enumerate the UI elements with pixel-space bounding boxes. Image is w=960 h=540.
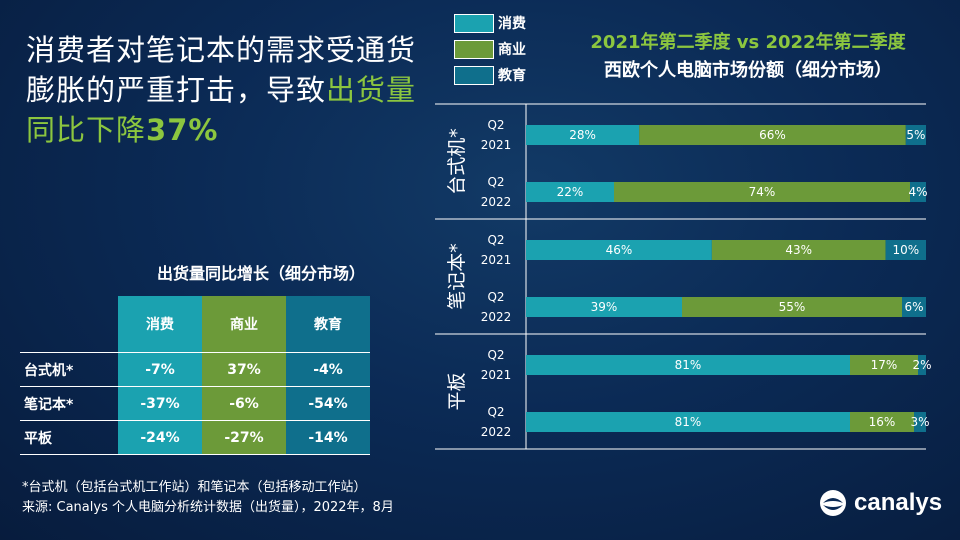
legend-label: 消费 [498, 16, 526, 32]
brand-name: canalys [854, 489, 943, 516]
growth-col-commercial: 商业 [202, 296, 286, 353]
chart-data-label: 28% [569, 128, 596, 142]
chart-group-label: 台式机* [446, 128, 468, 195]
chart-bar-segment [526, 412, 850, 432]
chart-bar-segment [639, 125, 906, 145]
chart-bar-segment [526, 125, 640, 145]
legend-item-consumer: 消费 [454, 10, 526, 36]
headline-highlight-percent: 37% [146, 113, 219, 147]
chart-period-label: Q2 [487, 118, 504, 132]
chart-data-label: 81% [675, 358, 702, 372]
chart-bar-segment [910, 182, 926, 202]
footnote: *台式机（包括台式机工作站）和笔记本（包括移动工作站） 来源: Canalys … [22, 478, 394, 518]
chart-period-label: 2022 [481, 195, 512, 209]
growth-cell: -14% [286, 420, 370, 455]
growth-row-notebook: 笔记本* -37% -6% -54% [20, 386, 370, 421]
chart-period-label: Q2 [487, 233, 504, 247]
chart-bar-segment [526, 297, 682, 317]
chart-title: 西欧个人电脑市场份额（细分市场） [604, 60, 892, 81]
growth-col-education: 教育 [286, 296, 370, 353]
chart-bar-segment [902, 297, 926, 317]
chart-group-label: 笔记本* [446, 243, 468, 310]
growth-cell: -7% [118, 352, 202, 387]
chart-subtitle: 2021年第二季度 vs 2022年第二季度 [590, 32, 906, 53]
footnote-definition: *台式机（包括台式机工作站）和笔记本（包括移动工作站） [22, 480, 367, 495]
chart-data-label: 22% [557, 185, 584, 199]
chart-bar-segment [914, 412, 926, 432]
chart-bar-segment [711, 240, 886, 260]
chart-data-label: 16% [869, 415, 896, 429]
chart-legend: 消费 商业 教育 [454, 10, 526, 88]
chart-bar-segment [905, 125, 926, 145]
chart-period-label: Q2 [487, 348, 504, 362]
chart-bar-segment [682, 297, 902, 317]
canalys-logo-icon [820, 490, 846, 516]
chart-data-label: 3% [910, 415, 929, 429]
footnote-source: 来源: Canalys 个人电脑分析统计数据（出货量），2022年，8月 [22, 500, 394, 515]
chart-data-label: 55% [779, 300, 806, 314]
growth-cell: -6% [202, 386, 286, 421]
legend-item-commercial: 商业 [454, 36, 526, 62]
legend-swatch [454, 65, 494, 85]
growth-row-label: 台式机* [20, 352, 118, 387]
legend-item-education: 教育 [454, 62, 526, 88]
chart-bar-segment [918, 355, 926, 375]
growth-row-tablet: 平板 -24% -27% -14% [20, 420, 370, 455]
brand-logo: canalys [818, 488, 942, 518]
chart-data-label: 66% [759, 128, 786, 142]
chart-data-label: 4% [908, 185, 927, 199]
growth-cell: -54% [286, 386, 370, 421]
chart-bar-segment [526, 240, 712, 260]
chart-data-label: 74% [749, 185, 776, 199]
chart-data-label: 10% [892, 243, 919, 257]
chart-data-label: 5% [906, 128, 925, 142]
chart-bar-segment [885, 240, 926, 260]
chart-data-label: 43% [785, 243, 812, 257]
chart-period-label: Q2 [487, 405, 504, 419]
chart-bar-segment [850, 412, 914, 432]
legend-label: 商业 [498, 42, 526, 58]
legend-swatch [454, 39, 494, 59]
growth-table-title: 出货量同比增长（细分市场） [156, 264, 365, 283]
growth-cell: -37% [118, 386, 202, 421]
chart-period-label: 2021 [481, 253, 512, 267]
growth-cell: -27% [202, 420, 286, 455]
chart-period-label: Q2 [487, 290, 504, 304]
growth-cell: -4% [286, 352, 370, 387]
chart-period-label: Q2 [487, 175, 504, 189]
chart-period-label: 2022 [481, 310, 512, 324]
chart-bar-segment [526, 355, 850, 375]
growth-col-consumer: 消费 [118, 296, 202, 353]
legend-swatch [454, 13, 494, 33]
growth-row-label: 平板 [20, 420, 118, 455]
chart-data-label: 17% [871, 358, 898, 372]
headline-text: 消费者对笔记本的需求受通货膨胀的严重打击，导致 [26, 33, 417, 107]
legend-label: 教育 [498, 68, 526, 84]
chart-bar-segment [526, 182, 614, 202]
growth-table: 消费 商业 教育 台式机* -7% 37% -4% 笔记本* -37% -6% … [20, 296, 370, 455]
chart-data-label: 46% [606, 243, 633, 257]
chart-period-label: 2021 [481, 368, 512, 382]
chart-data-label: 39% [591, 300, 618, 314]
growth-cell: 37% [202, 352, 286, 387]
chart-bar-segment [850, 355, 918, 375]
chart-period-label: 2021 [481, 138, 512, 152]
headline-highlight: 出货量同比下降 [26, 73, 417, 147]
headline: 消费者对笔记本的需求受通货膨胀的严重打击，导致出货量同比下降37% [26, 30, 426, 150]
chart-group-label: 平板 [446, 372, 468, 410]
chart-data-label: 81% [675, 415, 702, 429]
growth-cell: -24% [118, 420, 202, 455]
chart-data-label: 2% [912, 358, 931, 372]
chart-period-label: 2022 [481, 425, 512, 439]
growth-table-header: 消费 商业 教育 [20, 296, 370, 353]
growth-row-desktop: 台式机* -7% 37% -4% [20, 352, 370, 387]
chart-data-label: 6% [904, 300, 923, 314]
chart-bar-segment [614, 182, 910, 202]
growth-row-label: 笔记本* [20, 386, 118, 421]
